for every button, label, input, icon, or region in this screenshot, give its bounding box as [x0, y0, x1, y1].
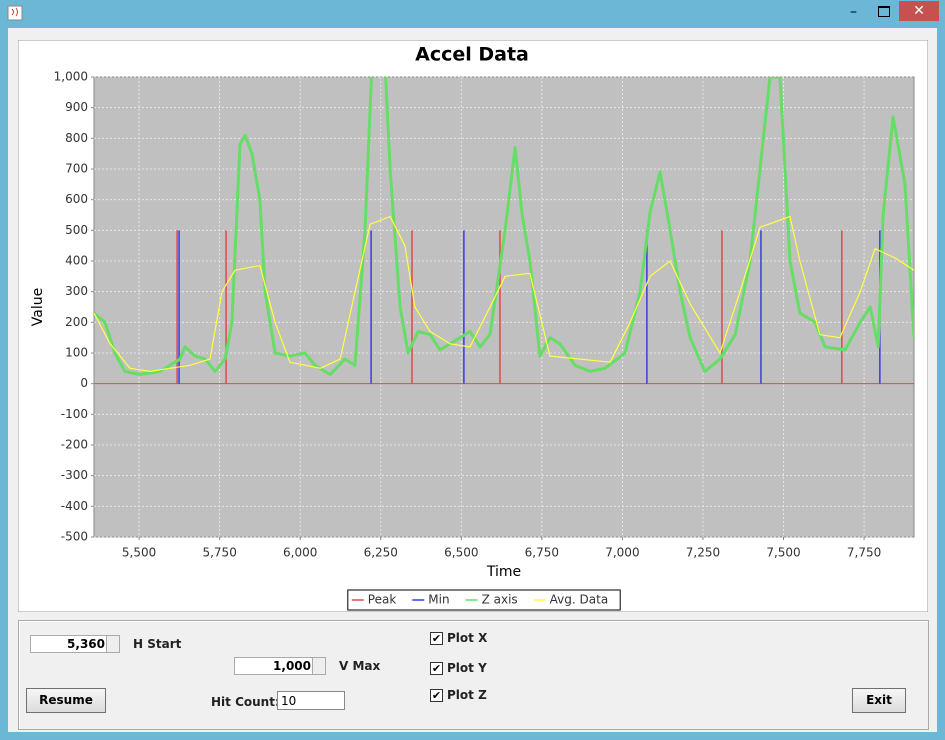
series-line [94, 77, 914, 376]
y-tick-label: 600 [65, 192, 88, 206]
legend-label: Z axis [482, 593, 518, 607]
hit-count-input[interactable]: 10 [277, 691, 345, 710]
hit-count-label: Hit Count: [211, 695, 280, 709]
spinner-arrows[interactable] [312, 658, 325, 674]
x-tick-label: 6,750 [525, 546, 559, 560]
close-button[interactable]: ✕ [899, 1, 939, 21]
minimize-button[interactable]: – [850, 4, 857, 20]
legend: Peak Min Z axis Avg. Data [347, 589, 621, 611]
x-tick-label: 6,250 [364, 546, 398, 560]
x-tick-label: 7,500 [766, 546, 800, 560]
plot-area [93, 76, 915, 538]
y-tick-label: -100 [61, 407, 88, 421]
h-start-label: H Start [133, 637, 182, 651]
x-tick-label: 7,000 [605, 546, 639, 560]
x-tick-label: 7,250 [686, 546, 720, 560]
y-axis-label: Value [30, 288, 46, 326]
y-tick-label: 800 [65, 131, 88, 145]
x-tick-label: 7,750 [847, 546, 881, 560]
checkbox-label: Plot Z [447, 688, 487, 702]
chart: Accel Data -500 -400 -300 -200 -100 0 100 200 30… [18, 40, 928, 612]
checkbox[interactable]: ✔ [430, 662, 443, 675]
control-panel [18, 620, 929, 730]
y-tick-label: 0 [80, 376, 88, 390]
spinner-arrows[interactable] [106, 636, 119, 652]
resume-button[interactable]: Resume [26, 688, 106, 713]
x-axis-label: Time [486, 564, 521, 580]
h-start-value: 5,360 [67, 637, 105, 651]
x-tick-label: 6,000 [283, 546, 317, 560]
app-icon [7, 5, 23, 21]
series-line [94, 215, 914, 372]
x-tick-label: 6,500 [444, 546, 478, 560]
y-tick-label: -400 [61, 499, 88, 513]
y-tick-label: 500 [65, 223, 88, 237]
checkbox-label: Plot X [447, 631, 488, 645]
x-tick-label: 5,500 [122, 546, 156, 560]
v-max-value: 1,000 [273, 659, 311, 673]
checkbox[interactable]: ✔ [430, 632, 443, 645]
legend-box [347, 589, 621, 611]
v-max-label: V Max [339, 659, 381, 673]
y-tick-label: 300 [65, 284, 88, 298]
legend-label: Peak [368, 593, 397, 607]
legend-label: Min [428, 593, 449, 607]
y-tick-label: 100 [65, 346, 88, 360]
x-tick-label: 5,750 [202, 546, 236, 560]
y-tick-label: -300 [61, 468, 88, 482]
y-tick-label: 200 [65, 315, 88, 329]
chart-title: Accel Data [415, 44, 529, 66]
v-max-spinner[interactable]: 1,000 [234, 657, 326, 675]
maximize-button[interactable] [878, 6, 890, 17]
checkbox[interactable]: ✔ [430, 689, 443, 702]
series-layer [94, 77, 914, 385]
y-tick-label: 400 [65, 254, 88, 268]
content-pane: Accel Data -500 -400 -300 -200 -100 0 100 200 30… [8, 28, 937, 732]
y-tick-label: 1,000 [54, 70, 88, 84]
y-tick-label: -500 [61, 530, 88, 544]
checkbox-label: Plot Y [447, 661, 487, 675]
exit-button[interactable]: Exit [852, 688, 906, 713]
legend-label: Avg. Data [550, 593, 609, 607]
y-tick-label: 900 [65, 100, 88, 114]
y-tick-label: -200 [61, 438, 88, 452]
h-start-spinner[interactable]: 5,360 [30, 635, 120, 653]
y-tick-label: 700 [65, 162, 88, 176]
